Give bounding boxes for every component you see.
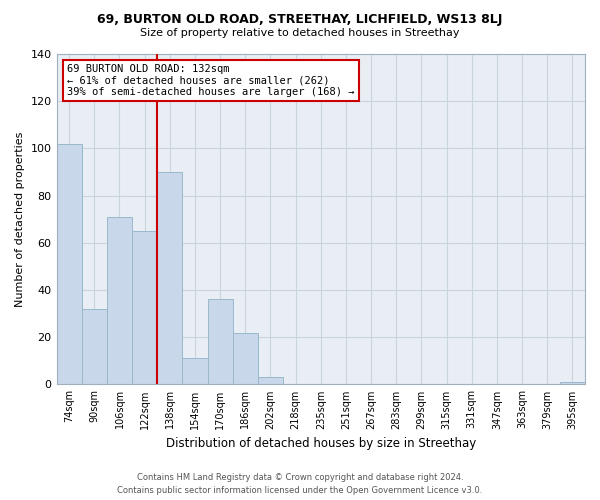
Bar bbox=[182, 358, 208, 384]
Bar bbox=[56, 144, 82, 384]
X-axis label: Distribution of detached houses by size in Streethay: Distribution of detached houses by size … bbox=[166, 437, 476, 450]
Bar bbox=[107, 217, 132, 384]
Y-axis label: Number of detached properties: Number of detached properties bbox=[15, 132, 25, 307]
Bar bbox=[233, 332, 258, 384]
Bar bbox=[132, 231, 157, 384]
Text: 69 BURTON OLD ROAD: 132sqm
← 61% of detached houses are smaller (262)
39% of sem: 69 BURTON OLD ROAD: 132sqm ← 61% of deta… bbox=[67, 64, 355, 97]
Bar bbox=[157, 172, 182, 384]
Bar bbox=[258, 378, 283, 384]
Bar bbox=[560, 382, 585, 384]
Bar bbox=[82, 309, 107, 384]
Text: 69, BURTON OLD ROAD, STREETHAY, LICHFIELD, WS13 8LJ: 69, BURTON OLD ROAD, STREETHAY, LICHFIEL… bbox=[97, 12, 503, 26]
Bar bbox=[208, 300, 233, 384]
Text: Contains HM Land Registry data © Crown copyright and database right 2024.
Contai: Contains HM Land Registry data © Crown c… bbox=[118, 474, 482, 495]
Text: Size of property relative to detached houses in Streethay: Size of property relative to detached ho… bbox=[140, 28, 460, 38]
